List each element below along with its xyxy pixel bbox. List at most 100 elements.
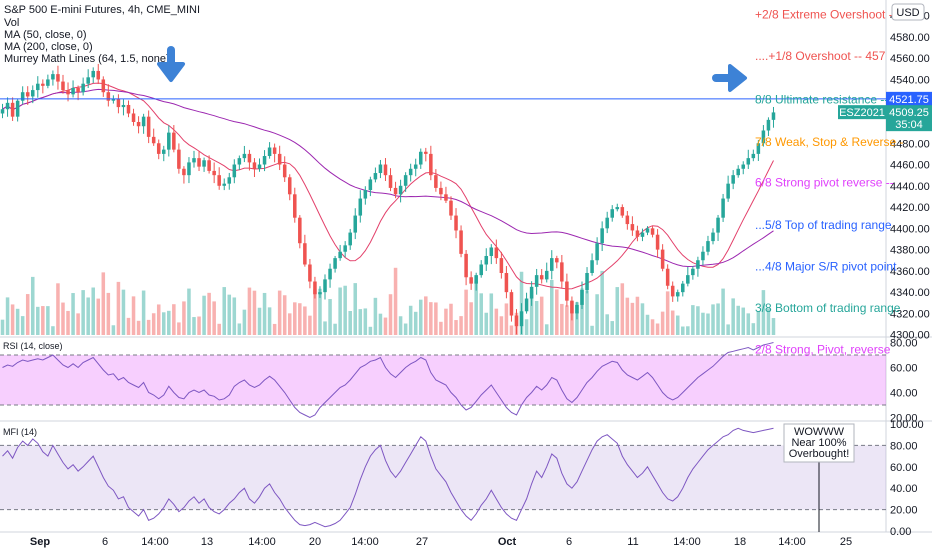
volume-bar [449,303,453,335]
osc-line [2,342,774,419]
candle-body [544,270,549,280]
volume-bar [212,301,216,335]
volume-bar [172,304,176,335]
volume-bar [227,294,232,335]
volume-bar [403,323,408,335]
volume-bar [731,298,735,335]
volume-bar [41,306,45,335]
volume-bar [635,296,640,335]
candle-body [650,228,655,235]
volume-bar [333,323,337,335]
candle-body [41,83,45,86]
candle-body [318,292,322,295]
volume-bar [378,313,383,335]
price-axis[interactable]: 4300.00 4320.00 4340.00 4360.00 4380.00 4400.… [890,11,930,342]
price-tick: 4480.00 [890,138,930,150]
candle-body [378,164,383,174]
arrow-right-icon [712,64,747,92]
candle-body [232,164,237,178]
candle-body [484,255,489,265]
volume-bar [615,287,620,335]
candle-body [706,241,710,252]
candle-body [766,119,771,131]
volume-bar [36,306,40,335]
osc-tick: 40.00 [890,483,918,495]
volume-bar [141,290,146,335]
volume-bar [106,292,111,335]
volume-bar [61,302,65,335]
currency-label: USD [896,7,919,19]
price-tick: 4400.00 [890,223,930,235]
candle-body [151,136,156,144]
currency-badge[interactable] [891,3,925,21]
candle-body [5,102,10,110]
candle-body [575,304,579,314]
candle-body [91,70,95,78]
bar-countdown: 35:04 [895,119,923,131]
candle-body [338,251,342,259]
volume-bar [121,289,126,335]
osc-tick: 80.00 [890,440,918,452]
band-fill [0,355,886,405]
candle-body [514,315,519,327]
volume-bar [539,296,544,335]
volume-bar [625,297,630,335]
candle-body [741,164,746,169]
candle-body [328,268,332,280]
volume-bar [151,313,156,335]
annotation-callout[interactable]: WOWWW Near 100% Overbought! [783,423,855,532]
volume-bar [398,316,403,335]
candle-body [182,168,186,176]
murrey-label: ...5/8 Top of trading range [755,218,892,232]
candle-body [660,249,665,269]
candle-body [30,90,35,97]
volume-bar [217,323,221,335]
volume-bar [726,324,730,335]
volume-bar [464,289,468,335]
volume-bar [20,316,25,335]
candle-body [207,160,211,171]
symbol-label: ESZ2021 [839,107,885,119]
volume-bar [373,297,378,335]
volume-bar [30,276,35,335]
volume-bar [368,326,373,335]
volume-bar [605,314,609,335]
volume-bar [383,317,388,335]
volume-bar [560,303,564,335]
volume-bar [429,302,433,335]
time-tick: 20 [309,536,321,548]
candle-body [418,151,423,165]
volume-bar [494,308,499,335]
candle-body [393,187,398,195]
volume-bar [580,288,584,335]
last-price-label: 4509.25 [889,107,929,119]
candle-body [746,158,751,165]
volume-bar [116,281,121,335]
candle-body [731,175,735,184]
candle-body [625,215,630,225]
volume-bar [86,297,90,335]
mfi-panel: 100.00 80.00 60.00 40.00 20.00 0.00 [0,419,924,538]
osc-tick: 0.00 [890,526,911,538]
time-tick: 14:00 [351,536,379,548]
volume-bar [146,319,151,335]
price-tick: 4540.00 [890,74,930,86]
time-tick: 14:00 [248,536,276,548]
volume-bar [655,323,660,335]
price-tick: 4560.00 [890,53,930,65]
volume-bar [156,304,161,335]
candle-body [595,243,599,261]
candles[interactable] [0,63,776,335]
volume-bar [721,288,725,335]
candle-body [141,116,146,127]
candle-body [217,175,221,186]
time-axis[interactable]: Sep 6 14:00 13 14:00 20 14:00 27 Oct 6 11 14:00 18 14… [30,536,852,548]
price-tick: 4340.00 [890,287,930,299]
candle-body [237,158,242,165]
volume-bar [91,287,95,335]
volume-bar [15,308,20,335]
volume-bar [111,325,116,335]
osc-tick: 20.00 [890,505,918,517]
volume-bar [328,299,332,335]
